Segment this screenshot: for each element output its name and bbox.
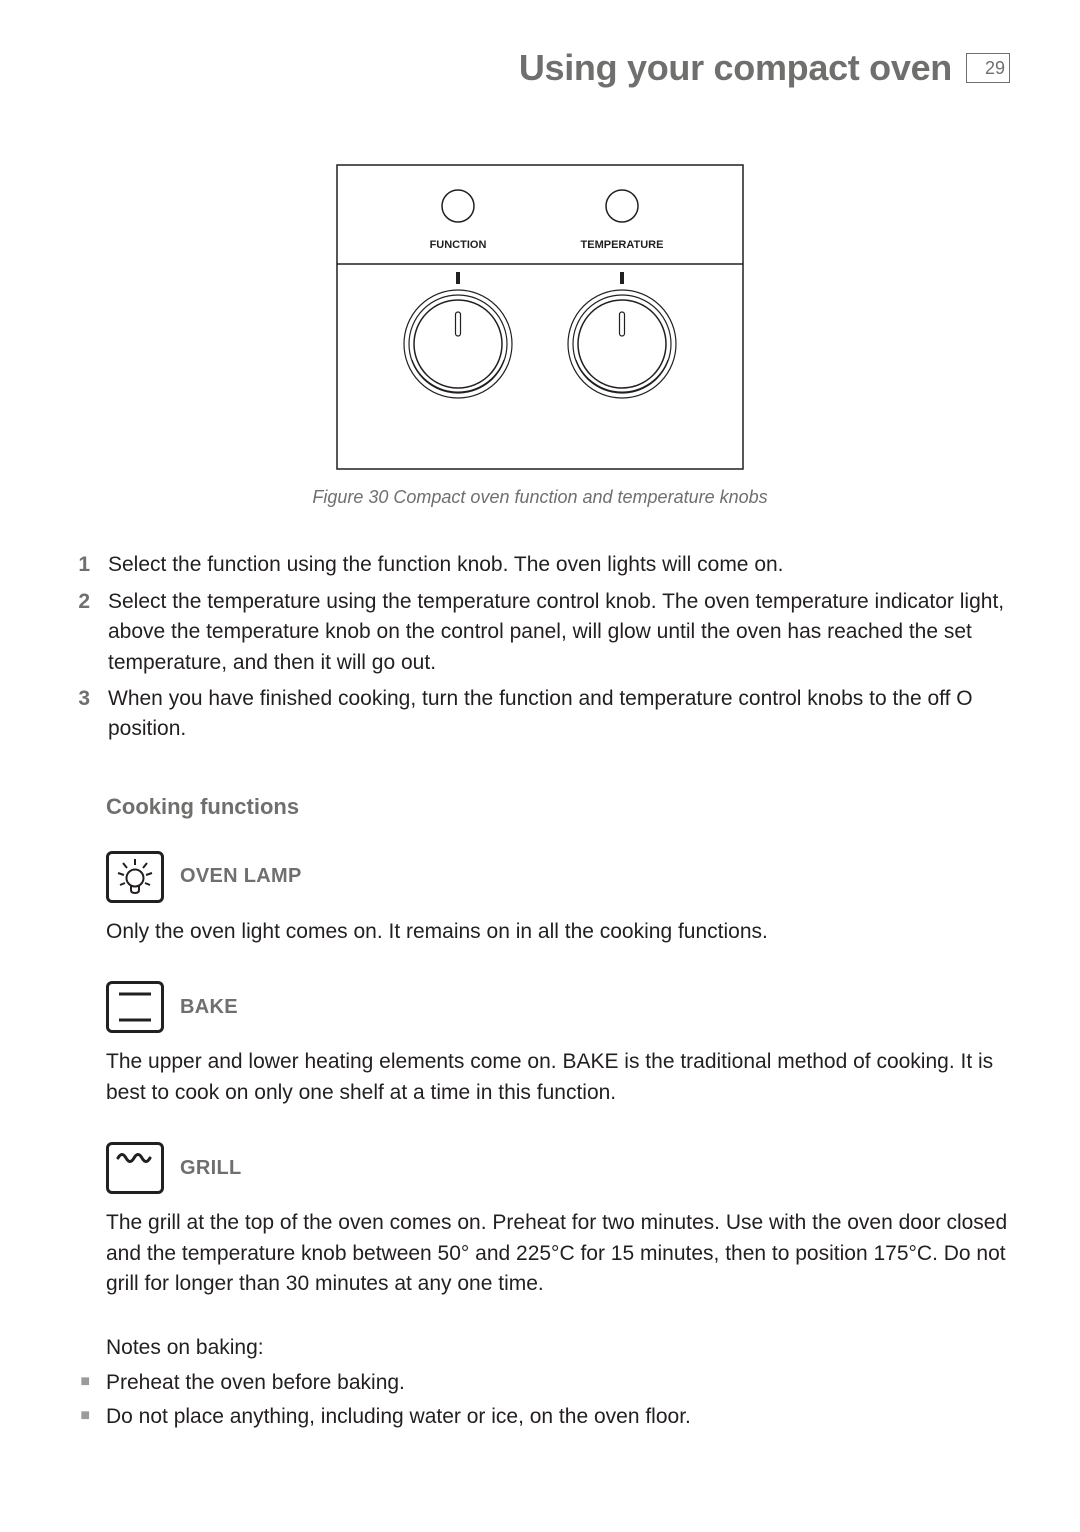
- label-temperature: TEMPERATURE: [581, 239, 664, 251]
- control-panel-diagram: FUNCTION TEMPERATURE: [336, 164, 744, 470]
- temperature-knob-diagram: [568, 272, 676, 398]
- bullet-text: Preheat the oven before baking.: [106, 1368, 405, 1398]
- step-number: 1: [70, 550, 90, 580]
- step-item: 3 When you have finished cooking, turn t…: [70, 684, 1010, 745]
- bullet-text: Do not place anything, including water o…: [106, 1402, 691, 1432]
- step-text: When you have finished cooking, turn the…: [108, 684, 1010, 745]
- label-function: FUNCTION: [430, 239, 487, 251]
- function-knob-diagram: [404, 272, 512, 398]
- function-label: GRILL: [180, 1154, 242, 1183]
- notes-list: ■ Preheat the oven before baking. ■ Do n…: [70, 1368, 1010, 1433]
- section-heading: Cooking functions: [106, 791, 1010, 823]
- function-bake: BAKE The upper and lower heating element…: [106, 981, 1010, 1108]
- step-item: 2 Select the temperature using the tempe…: [70, 587, 1010, 678]
- function-oven-lamp: OVEN LAMP Only the oven light comes on. …: [106, 851, 1010, 947]
- bake-icon: [106, 981, 164, 1033]
- step-text: Select the function using the function k…: [108, 550, 1010, 580]
- list-item: ■ Do not place anything, including water…: [70, 1402, 1010, 1432]
- function-grill: GRILL The grill at the top of the oven c…: [106, 1142, 1010, 1299]
- function-label: BAKE: [180, 993, 238, 1022]
- page-number-box: 29: [966, 53, 1010, 83]
- step-number: 3: [70, 684, 90, 745]
- function-description: Only the oven light comes on. It remains…: [106, 917, 1010, 947]
- page-number: 29: [985, 55, 1005, 81]
- function-label: OVEN LAMP: [180, 862, 302, 891]
- step-number: 2: [70, 587, 90, 678]
- function-description: The upper and lower heating elements com…: [106, 1047, 1010, 1108]
- steps-list: 1 Select the function using the function…: [70, 550, 1010, 745]
- function-description: The grill at the top of the oven comes o…: [106, 1208, 1010, 1299]
- grill-icon: [106, 1142, 164, 1194]
- bullet-icon: ■: [70, 1402, 90, 1432]
- figure-compact-oven-knobs: FUNCTION TEMPERATURE Figure 30 Comp: [70, 164, 1010, 510]
- oven-lamp-icon: [106, 851, 164, 903]
- page-header: Using your compact oven 29: [70, 42, 1010, 94]
- figure-caption: Figure 30 Compact oven function and temp…: [312, 484, 767, 510]
- notes-heading: Notes on baking:: [106, 1333, 1010, 1363]
- step-item: 1 Select the function using the function…: [70, 550, 1010, 580]
- step-text: Select the temperature using the tempera…: [108, 587, 1010, 678]
- page-title: Using your compact oven: [519, 42, 952, 94]
- bullet-icon: ■: [70, 1368, 90, 1398]
- list-item: ■ Preheat the oven before baking.: [70, 1368, 1010, 1398]
